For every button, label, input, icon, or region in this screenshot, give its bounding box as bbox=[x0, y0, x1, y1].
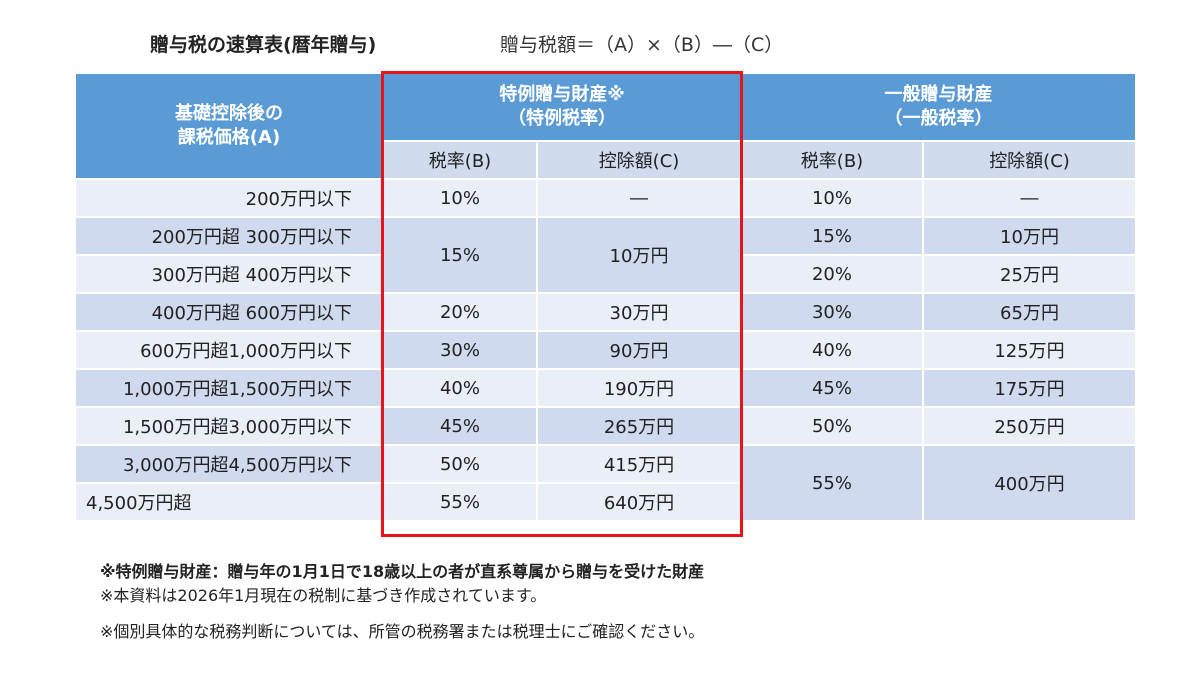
table-row: 1,500万円超3,000万円以下 45% 265万円 50% 250万円 bbox=[74, 406, 1137, 446]
general-deduction: 10万円 bbox=[922, 216, 1137, 256]
special-deduction: 10万円 bbox=[536, 216, 742, 294]
special-deduction: 640万円 bbox=[536, 482, 742, 522]
header-special-deduction: 控除額(C) bbox=[536, 140, 742, 180]
general-rate: 40% bbox=[740, 330, 924, 370]
bracket: 3,000万円超4,500万円以下 bbox=[74, 444, 384, 484]
header-general-rate: 税率(B) bbox=[740, 140, 924, 180]
general-deduction: 125万円 bbox=[922, 330, 1137, 370]
gift-tax-table: 基礎控除後の 課税価格(A) 特例贈与財産※ （特例税率） 一般贈与財産 （一般… bbox=[74, 72, 1137, 522]
special-rate: 50% bbox=[382, 444, 538, 484]
bracket: 1,000万円超1,500万円以下 bbox=[74, 368, 384, 408]
bracket: 400万円超 600万円以下 bbox=[74, 292, 384, 332]
table-row: 200万円以下 10% ― 10% ― bbox=[74, 178, 1137, 218]
general-deduction: 250万円 bbox=[922, 406, 1137, 446]
header-taxable-amount: 基礎控除後の 課税価格(A) bbox=[74, 72, 384, 180]
special-deduction: 265万円 bbox=[536, 406, 742, 446]
special-rate: 10% bbox=[382, 178, 538, 218]
general-rate: 45% bbox=[740, 368, 924, 408]
general-rate: 50% bbox=[740, 406, 924, 446]
special-deduction: ― bbox=[536, 178, 742, 218]
note-special-definition: ※特例贈与財産：贈与年の1月1日で18歳以上の者が直系尊属から贈与を受けた財産 bbox=[100, 562, 705, 581]
special-deduction: 415万円 bbox=[536, 444, 742, 484]
general-rate: 30% bbox=[740, 292, 924, 332]
table-row: 1,000万円超1,500万円以下 40% 190万円 45% 175万円 bbox=[74, 368, 1137, 408]
general-deduction: 65万円 bbox=[922, 292, 1137, 332]
general-deduction: 25万円 bbox=[922, 254, 1137, 294]
table-row: 600万円超1,000万円以下 30% 90万円 40% 125万円 bbox=[74, 330, 1137, 370]
special-rate: 55% bbox=[382, 482, 538, 522]
bracket: 200万円以下 bbox=[74, 178, 384, 218]
bracket: 1,500万円超3,000万円以下 bbox=[74, 406, 384, 446]
table-row: 4,500万円超 55% 640万円 bbox=[74, 482, 1136, 522]
special-deduction: 90万円 bbox=[536, 330, 742, 370]
general-deduction: ― bbox=[922, 178, 1137, 218]
table-row: 300万円超 400万円以下 20% 25万円 bbox=[74, 254, 1137, 294]
formula: 贈与税額＝（A）×（B）―（C） bbox=[500, 34, 784, 56]
special-deduction: 190万円 bbox=[536, 368, 742, 408]
bracket: 4,500万円超 bbox=[74, 482, 384, 522]
header-special-rate: 税率(B) bbox=[382, 140, 538, 180]
note-disclaimer: ※個別具体的な税務判断については、所管の税務署または税理士にご確認ください。 bbox=[100, 622, 705, 641]
table-row: 3,000万円超4,500万円以下 50% 415万円 55% 400万円 bbox=[74, 444, 1137, 522]
general-rate: 20% bbox=[740, 254, 924, 294]
special-rate: 40% bbox=[382, 368, 538, 408]
general-deduction: 175万円 bbox=[922, 368, 1137, 408]
special-rate: 15% bbox=[382, 216, 538, 294]
bracket: 600万円超1,000万円以下 bbox=[74, 330, 384, 370]
table-row: 400万円超 600万円以下 20% 30万円 30% 65万円 bbox=[74, 292, 1137, 332]
general-deduction: 400万円 bbox=[922, 444, 1137, 522]
general-rate: 15% bbox=[740, 216, 924, 256]
header-special: 特例贈与財産※ （特例税率） bbox=[382, 72, 742, 142]
bracket: 300万円超 400万円以下 bbox=[74, 254, 384, 294]
table-row: 200万円超 300万円以下 15% 10万円 15% 10万円 bbox=[74, 216, 1137, 294]
bracket: 200万円超 300万円以下 bbox=[74, 216, 384, 256]
header-general: 一般贈与財産 （一般税率） bbox=[740, 72, 1137, 142]
special-deduction: 30万円 bbox=[536, 292, 742, 332]
note-tax-basis: ※本資料は2026年1月現在の税制に基づき作成されています。 bbox=[100, 586, 547, 605]
special-rate: 45% bbox=[382, 406, 538, 446]
header-general-deduction: 控除額(C) bbox=[922, 140, 1137, 180]
general-rate: 10% bbox=[740, 178, 924, 218]
notes: ※特例贈与財産：贈与年の1月1日で18歳以上の者が直系尊属から贈与を受けた財産 … bbox=[100, 560, 704, 644]
special-rate: 30% bbox=[382, 330, 538, 370]
special-rate: 20% bbox=[382, 292, 538, 332]
general-rate: 55% bbox=[740, 444, 924, 522]
page-title: 贈与税の速算表(暦年贈与) bbox=[150, 34, 377, 56]
